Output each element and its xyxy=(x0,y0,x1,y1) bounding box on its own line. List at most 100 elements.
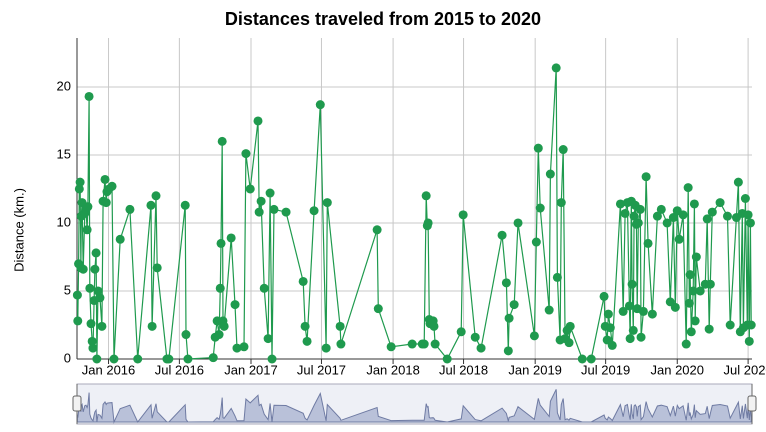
data-point xyxy=(73,316,83,326)
data-point xyxy=(535,203,545,213)
data-point xyxy=(217,136,227,146)
data-point xyxy=(643,238,653,248)
data-point xyxy=(335,321,345,331)
data-point xyxy=(83,202,93,212)
navigator-handle[interactable] xyxy=(747,395,757,412)
data-point xyxy=(624,301,634,311)
data-point xyxy=(636,332,646,342)
data-point xyxy=(618,306,628,316)
data-point xyxy=(564,338,574,348)
data-point xyxy=(322,198,332,208)
data-point xyxy=(309,206,319,216)
y-tick-label: 0 xyxy=(64,350,71,365)
data-point xyxy=(744,336,754,346)
data-point xyxy=(565,321,575,331)
data-point xyxy=(746,320,756,330)
data-point xyxy=(97,321,107,331)
data-point xyxy=(603,309,613,319)
data-point xyxy=(705,279,715,289)
data-point xyxy=(668,213,678,223)
data-point xyxy=(656,204,666,214)
data-point xyxy=(407,339,417,349)
data-point xyxy=(267,354,277,364)
data-point xyxy=(101,198,111,208)
data-point xyxy=(544,305,554,315)
data-point xyxy=(691,252,701,262)
data-point xyxy=(82,225,92,235)
data-point xyxy=(556,198,566,208)
data-point xyxy=(429,321,439,331)
x-tick-label: Jan 2020 xyxy=(651,362,705,377)
data-point xyxy=(180,200,190,210)
data-point xyxy=(216,238,226,248)
data-point xyxy=(151,191,161,201)
data-point xyxy=(607,340,617,350)
x-tick-label: Jan 2017 xyxy=(224,362,278,377)
x-tick-label: Jan 2019 xyxy=(508,362,562,377)
data-point xyxy=(531,237,541,247)
data-point xyxy=(298,276,308,286)
data-point xyxy=(239,342,249,352)
data-point xyxy=(336,339,346,349)
data-point xyxy=(670,302,680,312)
data-point xyxy=(722,211,732,221)
data-point xyxy=(552,272,562,282)
data-point xyxy=(442,354,452,364)
data-point xyxy=(545,169,555,179)
data-point xyxy=(245,184,255,194)
data-point xyxy=(558,145,568,155)
data-point xyxy=(689,199,699,209)
data-point xyxy=(90,264,100,274)
data-point xyxy=(215,283,225,293)
data-point xyxy=(599,291,609,301)
y-tick-label: 15 xyxy=(57,146,71,161)
data-point xyxy=(740,194,750,203)
data-point xyxy=(219,321,229,331)
data-point xyxy=(647,309,657,319)
data-point xyxy=(321,343,331,353)
data-point xyxy=(430,339,440,349)
data-point xyxy=(85,283,95,293)
data-point xyxy=(256,196,266,206)
x-tick-label: Jul 2018 xyxy=(439,362,488,377)
data-point xyxy=(707,207,717,217)
data-point xyxy=(133,354,143,364)
data-point xyxy=(302,336,312,346)
data-point xyxy=(683,183,693,193)
x-tick-label: Jul 2017 xyxy=(297,362,346,377)
data-point xyxy=(300,321,310,331)
data-point xyxy=(652,211,662,221)
data-point xyxy=(265,188,275,198)
data-point xyxy=(78,264,88,274)
data-point xyxy=(695,286,705,296)
x-tick-label: Jan 2016 xyxy=(82,362,136,377)
x-tick-label: Jul 2016 xyxy=(155,362,204,377)
data-point xyxy=(638,306,648,316)
data-point xyxy=(269,204,279,214)
data-point xyxy=(146,200,156,210)
data-point xyxy=(688,286,698,296)
data-point xyxy=(715,198,725,208)
data-point xyxy=(208,353,218,363)
navigator-handle[interactable] xyxy=(72,395,82,412)
data-point xyxy=(281,207,291,217)
data-point xyxy=(91,248,101,258)
data-point xyxy=(497,230,507,240)
data-point xyxy=(743,210,753,220)
data-point xyxy=(504,313,514,323)
data-point xyxy=(615,199,625,209)
data-point xyxy=(100,174,110,184)
data-point xyxy=(605,323,615,333)
data-point xyxy=(629,211,639,221)
data-point xyxy=(577,354,587,364)
data-point xyxy=(254,207,264,217)
data-point xyxy=(458,210,468,220)
data-point xyxy=(214,330,224,340)
data-point xyxy=(241,149,251,159)
data-point xyxy=(164,354,174,364)
data-point xyxy=(152,263,162,273)
data-point xyxy=(230,300,240,310)
data-point xyxy=(633,218,643,228)
